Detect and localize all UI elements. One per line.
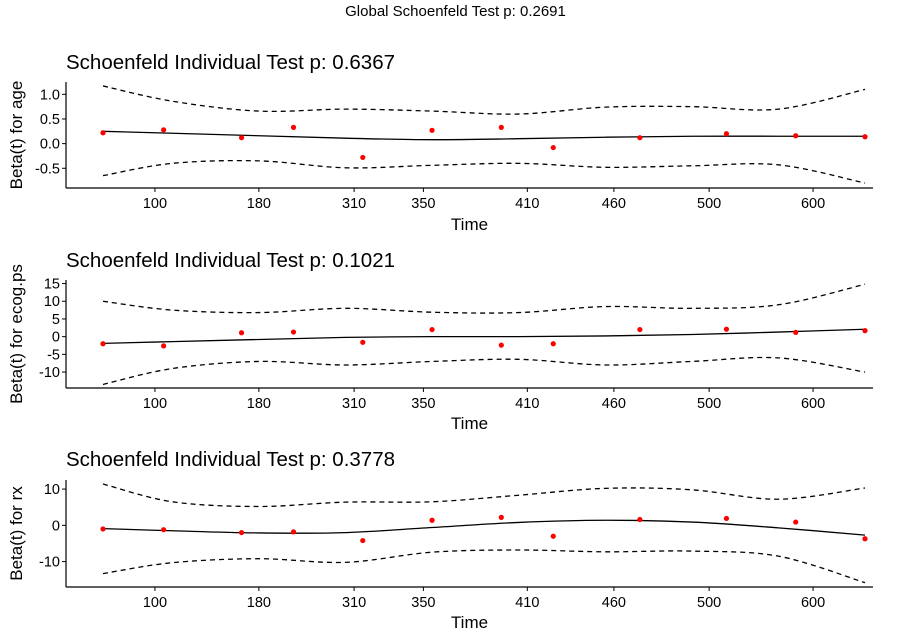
x-tick-label: 180 bbox=[247, 595, 271, 611]
x-tick-label: 350 bbox=[411, 595, 435, 611]
x-tick-label: 460 bbox=[602, 196, 626, 212]
x-tick-label: 310 bbox=[342, 595, 366, 611]
residual-point bbox=[161, 127, 167, 133]
residual-point bbox=[550, 144, 556, 151]
residual-point bbox=[429, 326, 435, 333]
x-tick-label: 180 bbox=[247, 196, 271, 212]
confidence-band-upper bbox=[102, 85, 866, 115]
residual-point bbox=[360, 339, 366, 345]
residual-point bbox=[290, 529, 297, 535]
x-tick-label: 100 bbox=[143, 396, 167, 412]
panel-title: Schoenfeld Individual Test p: 0.3778 bbox=[66, 448, 395, 471]
panel-title: Schoenfeld Individual Test p: 0.6367 bbox=[66, 51, 395, 74]
x-tick-label: 410 bbox=[515, 595, 539, 611]
y-tick-label: 15 bbox=[44, 277, 60, 293]
residual-point bbox=[637, 326, 643, 333]
residual-point bbox=[429, 127, 435, 133]
residual-point bbox=[238, 135, 245, 141]
residual-point bbox=[637, 516, 643, 523]
fit-line bbox=[102, 328, 866, 345]
residual-point bbox=[637, 135, 643, 141]
y-tick-label: 1.0 bbox=[40, 87, 60, 103]
x-tick-label: 350 bbox=[411, 396, 435, 412]
residual-point bbox=[161, 343, 167, 349]
panel-title: Schoenfeld Individual Test p: 0.1021 bbox=[66, 249, 395, 272]
y-axis-title: Beta(t) for age bbox=[7, 81, 26, 190]
residual-point bbox=[498, 124, 504, 130]
x-tick-label: 410 bbox=[515, 196, 539, 212]
y-axis-title: Beta(t) for ecog.ps bbox=[7, 264, 26, 404]
x-tick-label: 310 bbox=[342, 396, 366, 412]
y-tick-label: -10 bbox=[39, 365, 60, 381]
residual-point bbox=[161, 527, 167, 533]
y-tick-label: 10 bbox=[44, 482, 60, 498]
residual-point bbox=[723, 515, 730, 522]
y-tick-label: 0 bbox=[52, 330, 60, 346]
x-tick-label: 600 bbox=[801, 196, 825, 212]
y-tick-label: -10 bbox=[39, 555, 60, 571]
confidence-band-lower bbox=[102, 356, 866, 386]
residual-point bbox=[723, 131, 730, 137]
global-title: Global Schoenfeld Test p: 0.2691 bbox=[345, 3, 566, 20]
x-tick-label: 600 bbox=[801, 396, 825, 412]
y-tick-label: 10 bbox=[44, 294, 60, 310]
residual-point bbox=[862, 328, 868, 334]
x-tick-label: 500 bbox=[697, 396, 721, 412]
confidence-band-lower bbox=[102, 549, 866, 584]
residual-point bbox=[360, 154, 366, 161]
fit-line bbox=[102, 519, 866, 536]
x-axis-title: Time bbox=[451, 414, 488, 433]
residual-point bbox=[723, 326, 730, 332]
residual-point bbox=[100, 130, 106, 136]
residual-point bbox=[793, 133, 799, 139]
residual-point bbox=[360, 537, 366, 544]
fit-line bbox=[102, 130, 865, 141]
confidence-band-upper bbox=[102, 283, 866, 314]
x-tick-label: 350 bbox=[411, 196, 435, 212]
x-tick-label: 310 bbox=[342, 196, 366, 212]
residual-point bbox=[793, 519, 799, 525]
residual-point bbox=[100, 341, 106, 347]
x-tick-label: 410 bbox=[515, 396, 539, 412]
residual-point bbox=[238, 529, 245, 536]
x-tick-label: 600 bbox=[801, 595, 825, 611]
residual-point bbox=[862, 134, 868, 140]
x-axis-title: Time bbox=[451, 613, 488, 632]
residual-point bbox=[290, 329, 297, 335]
x-tick-label: 460 bbox=[602, 396, 626, 412]
confidence-band-upper bbox=[102, 483, 866, 508]
y-tick-label: 0 bbox=[52, 518, 60, 534]
y-tick-label: 5 bbox=[52, 312, 60, 328]
x-tick-label: 180 bbox=[247, 396, 271, 412]
residual-point bbox=[862, 536, 868, 542]
y-tick-label: 0.0 bbox=[40, 137, 60, 153]
residual-point bbox=[100, 526, 106, 532]
x-tick-label: 460 bbox=[602, 595, 626, 611]
x-axis-title: Time bbox=[451, 215, 488, 234]
residual-point bbox=[238, 330, 245, 336]
x-tick-label: 100 bbox=[143, 595, 167, 611]
x-tick-label: 500 bbox=[697, 595, 721, 611]
residual-point bbox=[550, 533, 556, 539]
y-tick-label: -0.5 bbox=[35, 161, 60, 177]
residual-point bbox=[498, 342, 504, 348]
y-tick-label: -5 bbox=[47, 347, 60, 363]
confidence-band-lower bbox=[102, 159, 866, 184]
residual-point bbox=[550, 341, 556, 347]
x-tick-label: 500 bbox=[697, 196, 721, 212]
residual-point bbox=[290, 124, 297, 130]
x-tick-label: 100 bbox=[143, 196, 167, 212]
residual-point bbox=[793, 329, 799, 336]
y-axis-title: Beta(t) for rx bbox=[7, 486, 26, 581]
y-tick-label: 0.5 bbox=[40, 112, 60, 128]
residual-point bbox=[498, 514, 504, 520]
residual-point bbox=[429, 517, 435, 523]
